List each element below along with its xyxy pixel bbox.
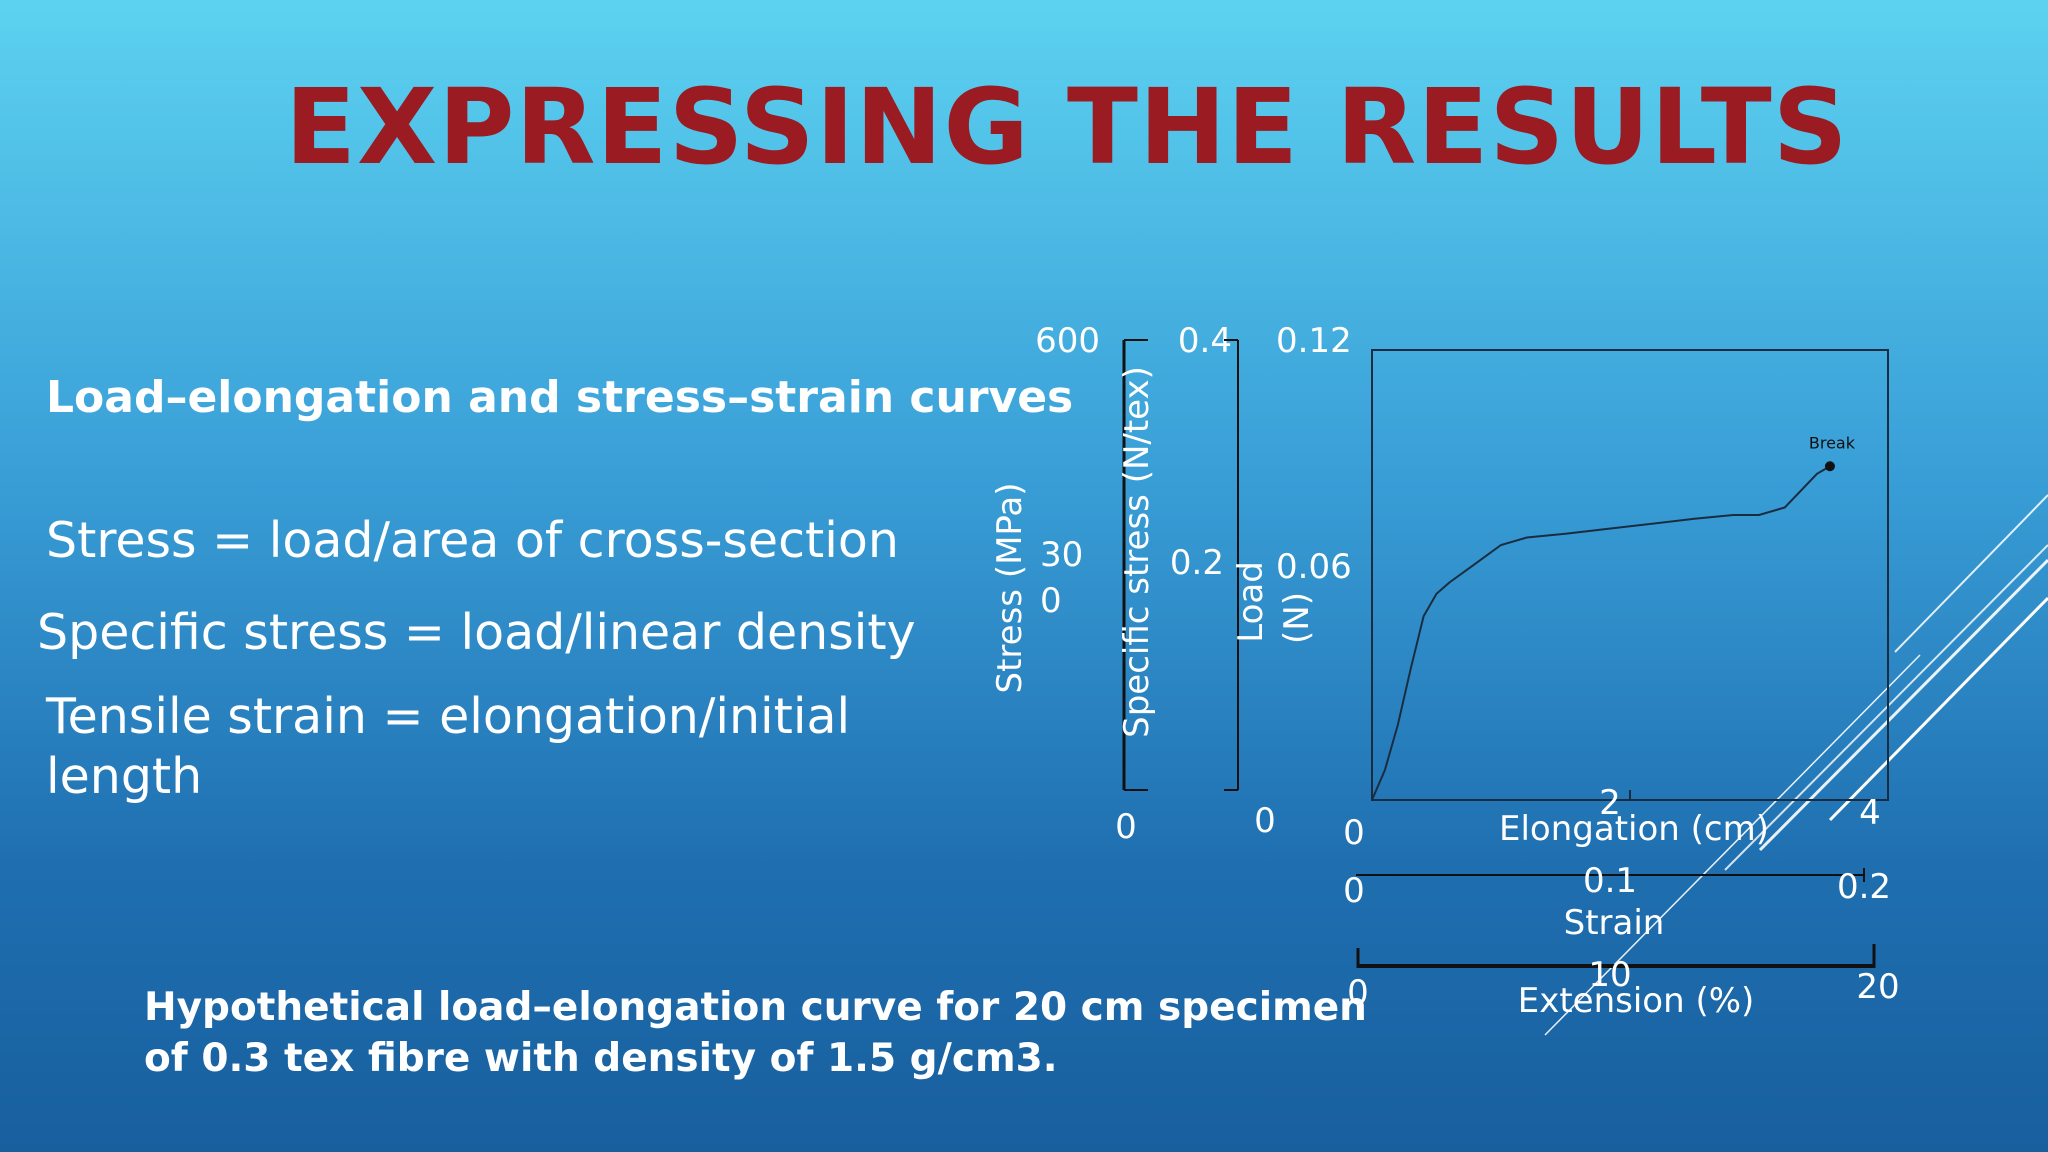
figure-caption: Hypothetical load–elongation curve for 2… <box>144 982 1367 1084</box>
load-elongation-curve <box>1371 465 1831 801</box>
stress-tick-bottom: 0 <box>1115 807 1137 847</box>
strain-tick-0: 0 <box>1343 871 1365 911</box>
elongation-tick-4: 4 <box>1859 793 1881 833</box>
section-heading: Load–elongation and stress–strain curves <box>46 372 1074 423</box>
strain-tick-02: 0.2 <box>1837 867 1891 907</box>
stress-tick-mid-b: 0 <box>1040 581 1062 621</box>
extension-axis-label: Extension (%) <box>1518 981 1755 1021</box>
load-axis-label-a: Load <box>1231 561 1271 643</box>
specific-stress-tick-top: 0.4 <box>1178 321 1232 361</box>
elongation-tick-2: 2 <box>1599 783 1621 823</box>
stress-tick-top: 600 <box>1035 321 1100 361</box>
definition-tensile-strain-continued: length <box>46 748 203 805</box>
extension-tick-10: 10 <box>1588 955 1631 995</box>
load-tick-top: 0.12 <box>1276 321 1352 361</box>
break-point <box>1824 461 1835 472</box>
definition-specific-stress: Specific stress = load/linear density <box>37 604 916 661</box>
extension-tick-0: 0 <box>1347 973 1369 1013</box>
specific-stress-tick-bottom: 0 <box>1254 801 1276 841</box>
caption-line-1: Hypothetical load–elongation curve for 2… <box>144 985 1367 1030</box>
definition-tensile-strain: Tensile strain = elongation/initial <box>46 688 851 745</box>
load-axis-label-b: (N) <box>1277 592 1317 644</box>
definition-stress: Stress = load/area of cross-section <box>46 512 899 569</box>
strain-tick-01: 0.1 <box>1583 861 1637 901</box>
extension-tick-20: 20 <box>1856 967 1899 1007</box>
stress-axis-label: Stress (MPa) <box>990 483 1030 694</box>
elongation-tick-0: 0 <box>1343 813 1365 853</box>
stress-tick-mid-a: 30 <box>1040 535 1083 575</box>
slide-title: EXPRESSING THE RESULTS <box>285 66 1849 188</box>
load-tick-mid: 0.06 <box>1276 547 1352 587</box>
break-annotation: Break <box>1809 433 1856 452</box>
specific-stress-tick-mid: 0.2 <box>1170 543 1224 583</box>
plot-frame <box>1371 349 1889 801</box>
elongation-axis-label: Elongation (cm) <box>1499 809 1769 849</box>
specific-stress-axis-label: Specific stress (N/tex) <box>1117 366 1157 738</box>
caption-line-2: of 0.3 tex fibre with density of 1.5 g/c… <box>144 1036 1058 1081</box>
strain-axis-label: Strain <box>1564 903 1665 943</box>
